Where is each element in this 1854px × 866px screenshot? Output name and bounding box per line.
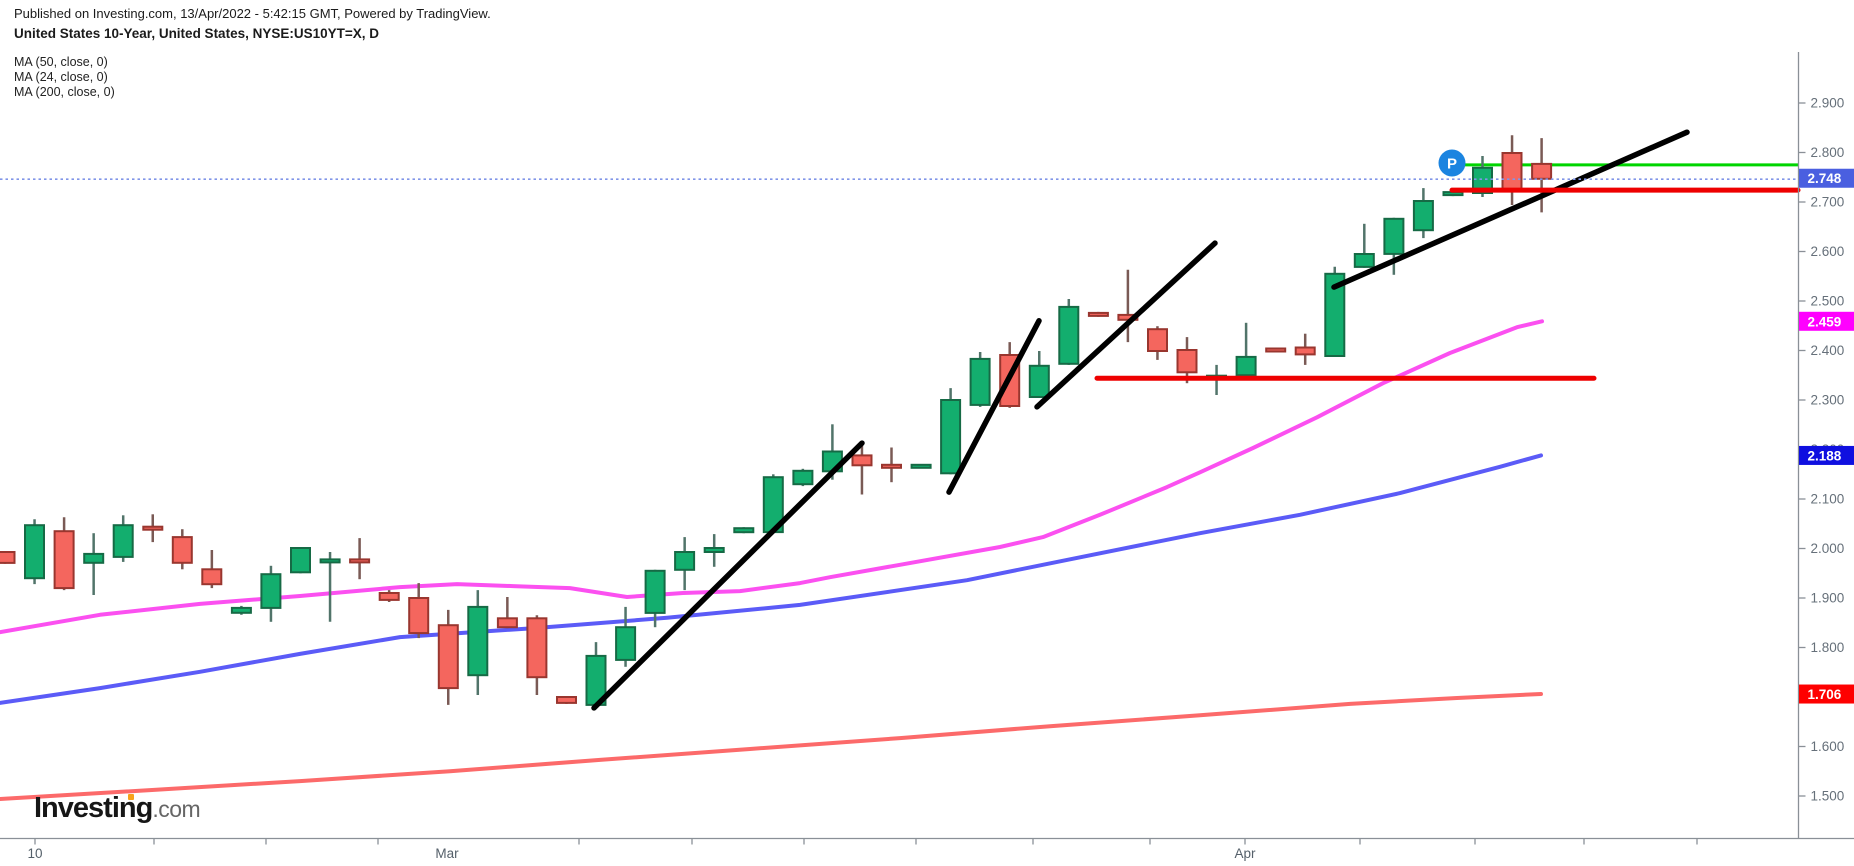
candle-up	[1383, 217, 1405, 255]
candle-down	[437, 624, 459, 690]
candle-down	[1087, 311, 1109, 317]
candle-down	[53, 530, 75, 590]
y-tick-label: 2.500	[1811, 294, 1845, 309]
indicator-label-ma24: MA (24, close, 0)	[14, 70, 108, 84]
price-label-box	[1799, 311, 1854, 331]
candle-up	[260, 573, 282, 609]
y-tick-label: 2.700	[1811, 195, 1845, 210]
y-tick-label: 1.600	[1811, 739, 1845, 754]
p-marker-label: P	[1447, 156, 1457, 173]
price-label-text: 2.188	[1808, 448, 1842, 463]
candle-down	[556, 696, 577, 704]
candle-up	[910, 463, 932, 469]
chart-header: Published on Investing.com, 13/Apr/2022 …	[14, 6, 491, 100]
candle-up	[703, 547, 725, 553]
candle-down	[1265, 347, 1287, 353]
candle-down	[881, 463, 902, 469]
y-tick-label: 1.900	[1811, 591, 1845, 606]
ma-line-ma50	[0, 453, 1543, 705]
y-tick-label: 2.600	[1811, 244, 1845, 259]
candle-up	[467, 605, 489, 677]
candle-down	[1147, 328, 1168, 353]
instrument-title: United States 10-Year, United States, NY…	[14, 26, 380, 41]
candle-down	[851, 454, 873, 467]
price-label-text: 2.459	[1808, 314, 1842, 329]
y-tick-label: 1.500	[1811, 789, 1845, 804]
y-tick-label: 2.100	[1811, 492, 1845, 507]
candle-up	[319, 558, 341, 564]
candle-down	[0, 551, 16, 564]
candle-down	[408, 597, 430, 635]
candle-up	[290, 547, 311, 574]
price-label-text: 1.706	[1808, 687, 1842, 702]
price-label-box	[1799, 445, 1854, 465]
candle-down	[1531, 162, 1553, 180]
candle-down	[526, 617, 548, 679]
price-label-box	[1799, 684, 1854, 704]
x-tick-label: Apr	[1234, 846, 1256, 861]
candle-up	[615, 626, 637, 661]
x-tick-label: 10	[27, 846, 42, 861]
candle-up	[733, 527, 755, 534]
y-tick-label: 1.800	[1811, 640, 1845, 655]
trendline-4	[1331, 129, 1690, 290]
candle-up	[1353, 253, 1375, 268]
investing-logo: Investing.com	[34, 792, 201, 825]
candle-up	[969, 357, 991, 406]
candle-up	[1472, 166, 1493, 195]
candle-down	[1501, 152, 1523, 192]
x-tick-label: Mar	[435, 846, 459, 861]
candle-down	[1294, 346, 1316, 356]
candle-up	[1235, 355, 1257, 377]
logo-orange-dot-icon	[128, 794, 134, 800]
y-tick-label: 2.000	[1811, 541, 1845, 556]
candlestick-series	[0, 135, 1553, 707]
candle-down	[496, 617, 518, 629]
candle-up	[940, 399, 962, 475]
candle-down	[1176, 349, 1198, 374]
candle-up	[83, 552, 105, 564]
candle-up	[1028, 364, 1050, 398]
candle-up	[1412, 200, 1434, 232]
logo-text: Investing	[34, 792, 153, 824]
trendline-1	[591, 440, 865, 711]
publish-line: Published on Investing.com, 13/Apr/2022 …	[14, 6, 491, 21]
y-tick-label: 2.900	[1811, 96, 1845, 111]
ma-line-ma24	[0, 319, 1544, 635]
price-label-box	[1799, 168, 1854, 188]
y-tick-label: 2.400	[1811, 343, 1845, 358]
y-tick-label: 2.800	[1811, 145, 1845, 160]
candle-up	[230, 606, 252, 614]
candle-down	[201, 568, 223, 586]
candle-down	[171, 536, 193, 564]
candle-down	[378, 592, 400, 601]
indicator-label-ma50: MA (50, close, 0)	[14, 55, 108, 69]
candle-up	[1058, 305, 1080, 365]
price-label-text: 2.748	[1808, 171, 1842, 186]
ma-line-ma200	[0, 692, 1543, 801]
indicator-label-ma200: MA (200, close, 0)	[14, 85, 115, 99]
candle-down	[142, 525, 164, 531]
candle-up	[792, 469, 814, 486]
candle-up	[1324, 272, 1346, 357]
candle-down	[349, 558, 371, 564]
trendline-3	[1034, 240, 1218, 410]
trendline-2	[946, 318, 1042, 495]
y-tick-label: 2.300	[1811, 393, 1845, 408]
candle-up	[644, 569, 666, 614]
candle-up	[112, 524, 134, 558]
candle-up	[674, 551, 696, 571]
candle-up	[24, 524, 45, 580]
p-marker-icon[interactable]	[1438, 149, 1466, 177]
logo-suffix-text: .com	[152, 796, 201, 822]
